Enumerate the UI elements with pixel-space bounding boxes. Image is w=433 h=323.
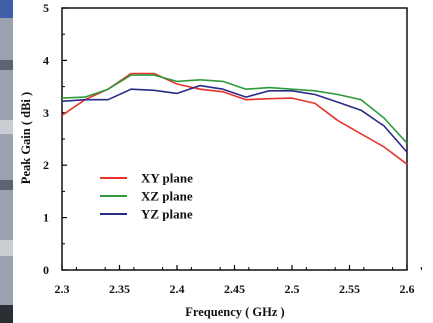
legend-label: XZ plane — [141, 189, 193, 204]
y-tick-label: 5 — [43, 1, 49, 15]
strip-block — [0, 305, 13, 323]
x-tick-label: 2.55 — [339, 282, 360, 296]
x-axis-title: Frequency ( GHz ) — [185, 305, 284, 319]
series-line-xy-plane — [61, 72, 408, 165]
series-line-yz-plane — [61, 84, 408, 153]
strip-block — [0, 0, 13, 18]
strip-block — [0, 60, 13, 70]
y-tick-label: 2 — [43, 158, 49, 172]
side-strip — [0, 0, 13, 323]
strip-block — [0, 180, 13, 190]
plot-frame — [61, 7, 408, 271]
strip-block — [0, 120, 13, 134]
y-axis-title: Peak Gain ( dBi ) — [19, 92, 33, 184]
y-tick-label: 0 — [43, 263, 49, 277]
x-tick-label: 2.4 — [170, 282, 185, 296]
legend-label: YZ plane — [141, 207, 193, 222]
x-tick-label: 2.35 — [109, 282, 130, 296]
y-tick-label: 1 — [43, 211, 49, 225]
plot-area: 2.3 2.35 2.4 2.45 2.5 2.55 2.6 0 1 2 3 4 5 XY plane XZ… — [43, 1, 422, 296]
x-tick-label: 2.45 — [224, 282, 245, 296]
x-tick-label: 2.6 — [400, 282, 415, 296]
legend-label: XY plane — [141, 171, 193, 186]
x-tick-label: 2.3 — [55, 282, 70, 296]
series-line-xz-plane — [61, 74, 408, 144]
x-tick-label: 2.5 — [285, 282, 300, 296]
strip-block — [0, 240, 13, 256]
y-tick-label: 4 — [43, 53, 49, 67]
y-tick-label: 3 — [43, 106, 49, 120]
